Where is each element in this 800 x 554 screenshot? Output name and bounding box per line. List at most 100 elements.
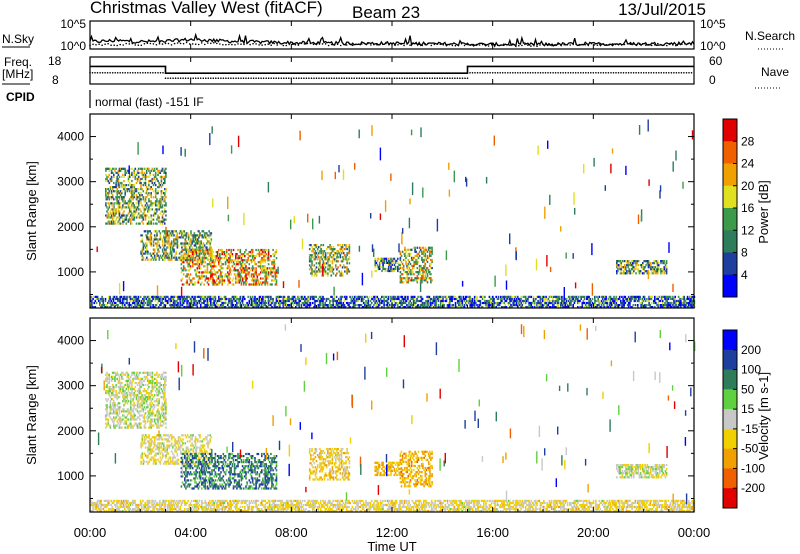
scatter-cell [557, 295, 560, 298]
scatter-cell [170, 304, 172, 307]
scatter-cell [641, 299, 644, 303]
scatter-cell [396, 306, 399, 309]
scatter-cell [634, 299, 637, 303]
nave-point [597, 72, 600, 74]
scatter-cell [423, 264, 425, 268]
scatter-cell [109, 212, 112, 215]
scatter-cell [175, 238, 177, 241]
scatter-cell [442, 299, 444, 303]
scatter-cell [150, 254, 153, 257]
scatter-cell [390, 299, 392, 303]
scatter-cell [649, 297, 652, 301]
scatter-cell [232, 283, 235, 286]
scatter-cell [111, 222, 114, 225]
scatter-cell [197, 248, 200, 252]
nsearch-point [581, 43, 584, 46]
scatter-cell [374, 295, 376, 298]
scatter-cell [664, 297, 666, 301]
scatter-cell [203, 254, 206, 257]
scatter-cell [416, 252, 419, 255]
scatter-cell [341, 256, 344, 259]
scatter-cell [410, 277, 413, 280]
scatter-cell [160, 192, 163, 195]
scatter-cell [633, 262, 635, 265]
scatter-cell [660, 262, 662, 265]
scatter-cell [251, 265, 254, 268]
scatter-cell [469, 306, 471, 309]
nsearch-point [107, 42, 109, 45]
nave-point [348, 77, 351, 79]
scatter-cell [166, 242, 168, 245]
scatter-cell [172, 232, 174, 235]
scatter-cell [190, 238, 192, 241]
scatter-cell [656, 268, 659, 271]
scatter-cell [117, 210, 120, 213]
scatter-cell [318, 268, 320, 271]
scatter-cell [663, 306, 665, 309]
scatter-cell [533, 299, 536, 303]
scatter-cell [543, 295, 545, 298]
scatter-cell [521, 304, 524, 307]
scatter-cell [366, 295, 368, 298]
nave-point [207, 77, 210, 79]
scatter-cell [197, 271, 200, 274]
scatter-cell [184, 306, 186, 309]
nsearch-point [333, 44, 336, 46]
scatter-cell [153, 230, 156, 233]
scatter-cell [489, 299, 492, 303]
nave-point [504, 72, 507, 74]
scatter-cell [124, 169, 126, 172]
scatter-cell [104, 299, 107, 303]
nave-point [580, 72, 582, 74]
scatter-cell [194, 253, 196, 256]
nsearch-point [210, 42, 212, 45]
scatter-cell [174, 299, 177, 303]
scatter-cell [163, 234, 165, 237]
scatter-cell [160, 175, 163, 178]
scatter-cell [242, 253, 245, 256]
scatter-cell [165, 173, 167, 176]
scatter-cell [385, 295, 388, 298]
scatter-cell [180, 304, 183, 307]
scatter-cell [250, 253, 253, 256]
scatter-cell [671, 297, 673, 301]
scatter-cell [121, 181, 123, 185]
scatter-cell [541, 299, 544, 303]
scatter-cell [239, 304, 242, 307]
scatter-cell [142, 258, 145, 261]
scatter-cell [124, 173, 126, 176]
scatter-cell [377, 265, 380, 268]
scatter-cell [556, 304, 559, 307]
scatter-cell [429, 273, 431, 276]
scatter-cell [317, 304, 320, 307]
scatter-cell [257, 304, 260, 307]
scatter-cell [369, 304, 372, 307]
scatter-cell [412, 258, 414, 262]
scatter-cell [110, 196, 113, 199]
scatter-cell [332, 268, 335, 271]
scatter-cell [164, 175, 166, 178]
scatter-cell [182, 299, 185, 303]
scatter-cell [110, 202, 113, 205]
scatter-cell [146, 295, 149, 298]
scatter-cell [240, 259, 243, 262]
scatter-cell [105, 196, 107, 199]
scatter-cell [622, 270, 625, 273]
nsearch-point [246, 42, 248, 45]
scatter-cell [166, 230, 168, 233]
scatter-cell [530, 295, 533, 298]
scatter-cell [182, 267, 185, 270]
scatter-cell [154, 202, 157, 205]
scatter-cell [546, 304, 548, 307]
nsearch-point [388, 43, 390, 45]
nsearch-point [243, 43, 245, 46]
scatter-cell [152, 242, 155, 245]
scatter-cell [361, 306, 364, 309]
scatter-cell [439, 297, 442, 301]
scatter-cell [209, 234, 211, 237]
scatter-cell [230, 299, 232, 303]
scatter-cell [159, 200, 162, 203]
scatter-cell [314, 295, 316, 298]
scatter-cell [132, 190, 134, 193]
scatter-cell [575, 297, 578, 301]
